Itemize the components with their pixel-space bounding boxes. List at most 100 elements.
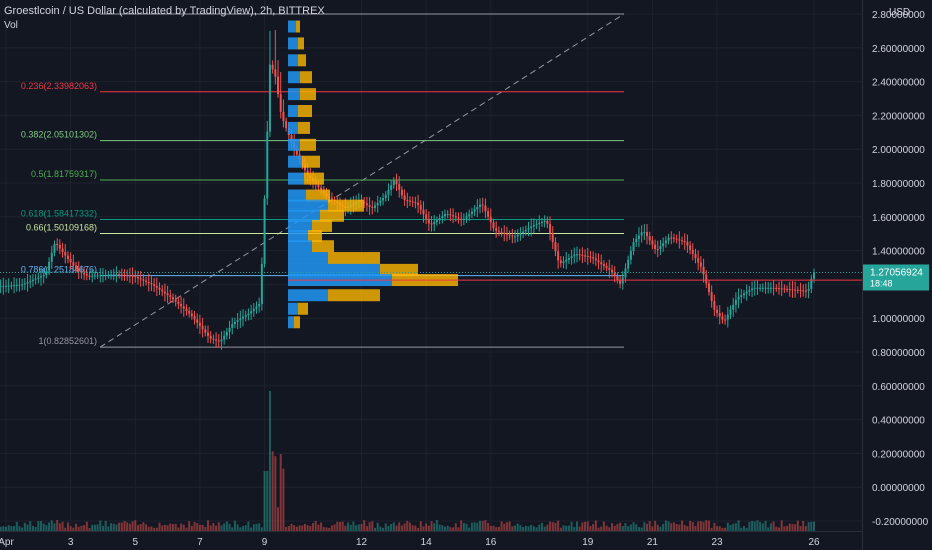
candle-body (753, 287, 756, 289)
candle-body (740, 295, 743, 297)
volume-bar (813, 521, 815, 531)
volume-bar (64, 527, 67, 531)
candle-body (382, 197, 385, 201)
time-axis: Apr 3 5 7 9 12 14 16 19 21 23 26 (0, 537, 820, 548)
candle-body (239, 318, 242, 321)
candle-body (258, 303, 261, 307)
volume-bar (592, 524, 595, 531)
volume-bar (662, 523, 665, 531)
volume-bar (255, 523, 258, 531)
volume-bar (258, 523, 261, 531)
volume-bar (751, 520, 754, 531)
volume-bar (83, 525, 86, 531)
volume-bar (312, 523, 315, 531)
volume-bar (373, 527, 376, 531)
volume-bar (15, 521, 18, 531)
candle-body (575, 254, 578, 256)
candle-body (530, 226, 533, 229)
price-tick-label: 1.60000000 (872, 213, 925, 224)
candle-body (734, 299, 737, 305)
profile-bar-up (288, 252, 328, 265)
candle-body (788, 289, 791, 291)
volume-bar (417, 527, 420, 531)
volume-bar (180, 523, 183, 531)
candle-body (551, 232, 554, 243)
volume-bar (53, 523, 56, 531)
volume-bar (567, 525, 570, 531)
volume-bar (724, 527, 727, 531)
candle-body (31, 279, 34, 282)
candle-body (320, 187, 323, 191)
candle-body (546, 220, 549, 224)
time-tick-label: 21 (647, 537, 659, 548)
profile-bar-up (288, 105, 298, 118)
candle-body (705, 274, 708, 284)
candle-body (217, 340, 220, 342)
candle-body (330, 198, 333, 200)
volume-bar (244, 525, 247, 531)
candle-body (681, 240, 684, 242)
volume-bar (476, 522, 479, 531)
volume-bar (694, 525, 697, 531)
volume-bar (85, 521, 88, 531)
volume-bar (365, 526, 368, 531)
volume-bar (174, 523, 177, 531)
candle-body (395, 180, 398, 185)
candle-body (69, 259, 72, 263)
candle-body (215, 339, 218, 341)
candle-body (761, 287, 764, 289)
volume-bar (341, 521, 344, 531)
volume-bar (250, 527, 253, 531)
candle-body (724, 319, 727, 321)
volume-bar (314, 521, 317, 531)
profile-bar-up (288, 121, 298, 134)
volume-bar (799, 526, 802, 531)
candle-body (93, 275, 96, 277)
volume-bar (29, 521, 32, 531)
time-tick-label: 5 (132, 537, 138, 548)
volume-bar (277, 507, 280, 531)
fib-level-label: 0.618(1.58417332) (21, 208, 97, 218)
volume-bar (330, 525, 333, 531)
volume-bar (740, 527, 743, 531)
candle-body (643, 232, 646, 234)
candle-body (565, 259, 568, 262)
candle-body (468, 214, 471, 217)
volume-bar (786, 525, 789, 531)
candle-body (233, 321, 236, 325)
candle-body (514, 236, 517, 238)
volume-bar (395, 525, 398, 531)
volume-bar (398, 522, 401, 531)
volume-bar (34, 526, 37, 531)
candle-body (142, 279, 145, 281)
volume-bar (352, 521, 355, 531)
volume-bar (21, 527, 24, 531)
price-tick-label: 2.00000000 (872, 145, 925, 156)
candle-body (602, 264, 605, 266)
candle-body (751, 288, 754, 291)
candle-body (64, 252, 67, 256)
volume-bar (648, 521, 651, 531)
candle-body (85, 274, 88, 276)
volume-bar (50, 520, 53, 531)
volume-bar (767, 527, 770, 531)
volume-bar (363, 520, 366, 531)
price-tick-label: 0.80000000 (872, 348, 925, 359)
volume-bar (689, 520, 692, 531)
profile-bar-down (300, 138, 316, 151)
volume-bar (764, 520, 767, 531)
profile-bar-up (288, 172, 304, 185)
price-axis: 2.80000000 2.60000000 2.40000000 2.20000000… (872, 7, 929, 528)
candle-body (128, 275, 131, 277)
volume-bar (508, 521, 511, 531)
volume-bar (91, 524, 94, 531)
candle-body (425, 214, 428, 219)
candle-body (255, 306, 258, 309)
volume-bar (427, 525, 430, 531)
volume-bar (88, 527, 91, 531)
volume-bar (131, 521, 134, 531)
candle-body (419, 205, 422, 210)
candle-body (532, 225, 535, 227)
volume-bar (295, 526, 298, 531)
